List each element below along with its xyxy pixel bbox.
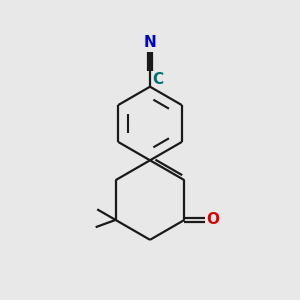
Text: N: N: [144, 35, 156, 50]
Text: C: C: [152, 72, 164, 87]
Text: O: O: [206, 212, 220, 227]
